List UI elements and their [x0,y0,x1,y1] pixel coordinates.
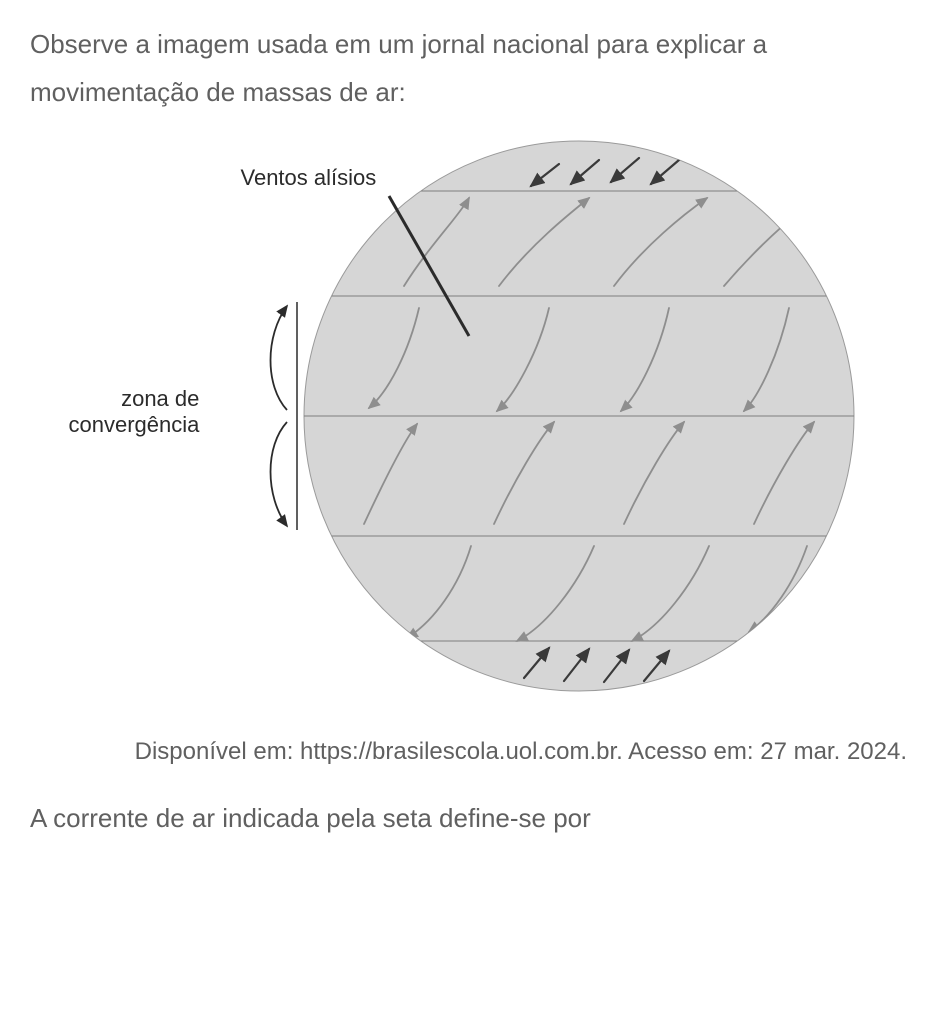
intro-text: Observe a imagem usada em um jornal naci… [30,20,907,116]
convergence-label-line2: convergência [69,412,200,437]
question-text: A corrente de ar indicada pela seta defi… [30,794,907,842]
diagram-container: Ventos alísios zona de convergência [30,136,907,696]
globe-diagram: Ventos alísios zona de convergência [59,136,879,696]
trade-winds-label: Ventos alísios [241,165,377,191]
convergence-zone-label: zona de convergência [69,386,200,438]
convergence-label-line1: zona de [121,386,199,411]
source-caption: Disponível em: https://brasilescola.uol.… [30,726,907,779]
